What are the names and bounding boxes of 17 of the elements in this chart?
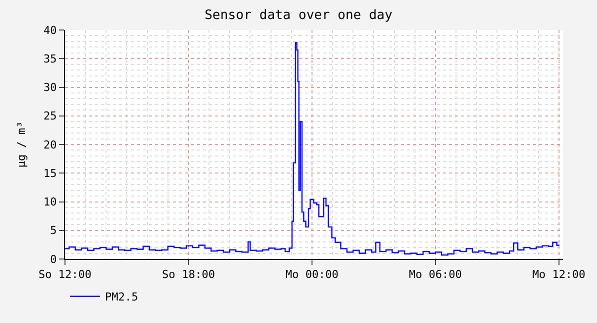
y-tick-label: 5 [50,224,57,238]
y-tick-label: 15 [44,166,57,180]
x-tick-label: Mo 12:00 [532,268,586,282]
legend-label: PM2.5 [105,290,138,304]
x-tick-label: So 18:00 [162,268,215,282]
y-tick-label: 25 [44,110,57,123]
y-tick-label: 20 [44,138,57,152]
y-tick-label: 40 [44,24,57,37]
y-tick-label: 30 [44,81,57,94]
x-tick-label: Mo 00:00 [285,268,338,282]
y-tick-label: 10 [44,196,57,209]
y-axis-title: µg / m³ [15,121,28,168]
x-tick-label: Mo 06:00 [408,268,462,282]
x-tick-label: So 12:00 [38,268,92,282]
chart-title: Sensor data over one day [204,8,393,23]
y-tick-label: 35 [44,52,57,66]
y-tick-label: 0 [50,252,57,266]
